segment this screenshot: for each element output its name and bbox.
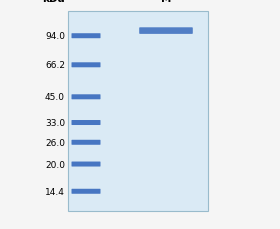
Text: 26.0: 26.0 — [45, 138, 65, 147]
FancyBboxPatch shape — [71, 34, 101, 39]
FancyBboxPatch shape — [71, 95, 101, 100]
Text: M: M — [161, 0, 171, 4]
Text: kDa: kDa — [42, 0, 65, 4]
Text: 66.2: 66.2 — [45, 61, 65, 70]
FancyBboxPatch shape — [71, 63, 101, 68]
FancyBboxPatch shape — [71, 162, 101, 167]
Text: 14.4: 14.4 — [45, 187, 65, 196]
FancyBboxPatch shape — [139, 28, 193, 35]
FancyBboxPatch shape — [71, 189, 101, 194]
FancyBboxPatch shape — [71, 140, 101, 145]
Bar — [68, 12, 208, 211]
Text: 33.0: 33.0 — [45, 118, 65, 128]
Text: 45.0: 45.0 — [45, 93, 65, 102]
Text: 94.0: 94.0 — [45, 32, 65, 41]
Text: 20.0: 20.0 — [45, 160, 65, 169]
FancyBboxPatch shape — [71, 120, 101, 125]
